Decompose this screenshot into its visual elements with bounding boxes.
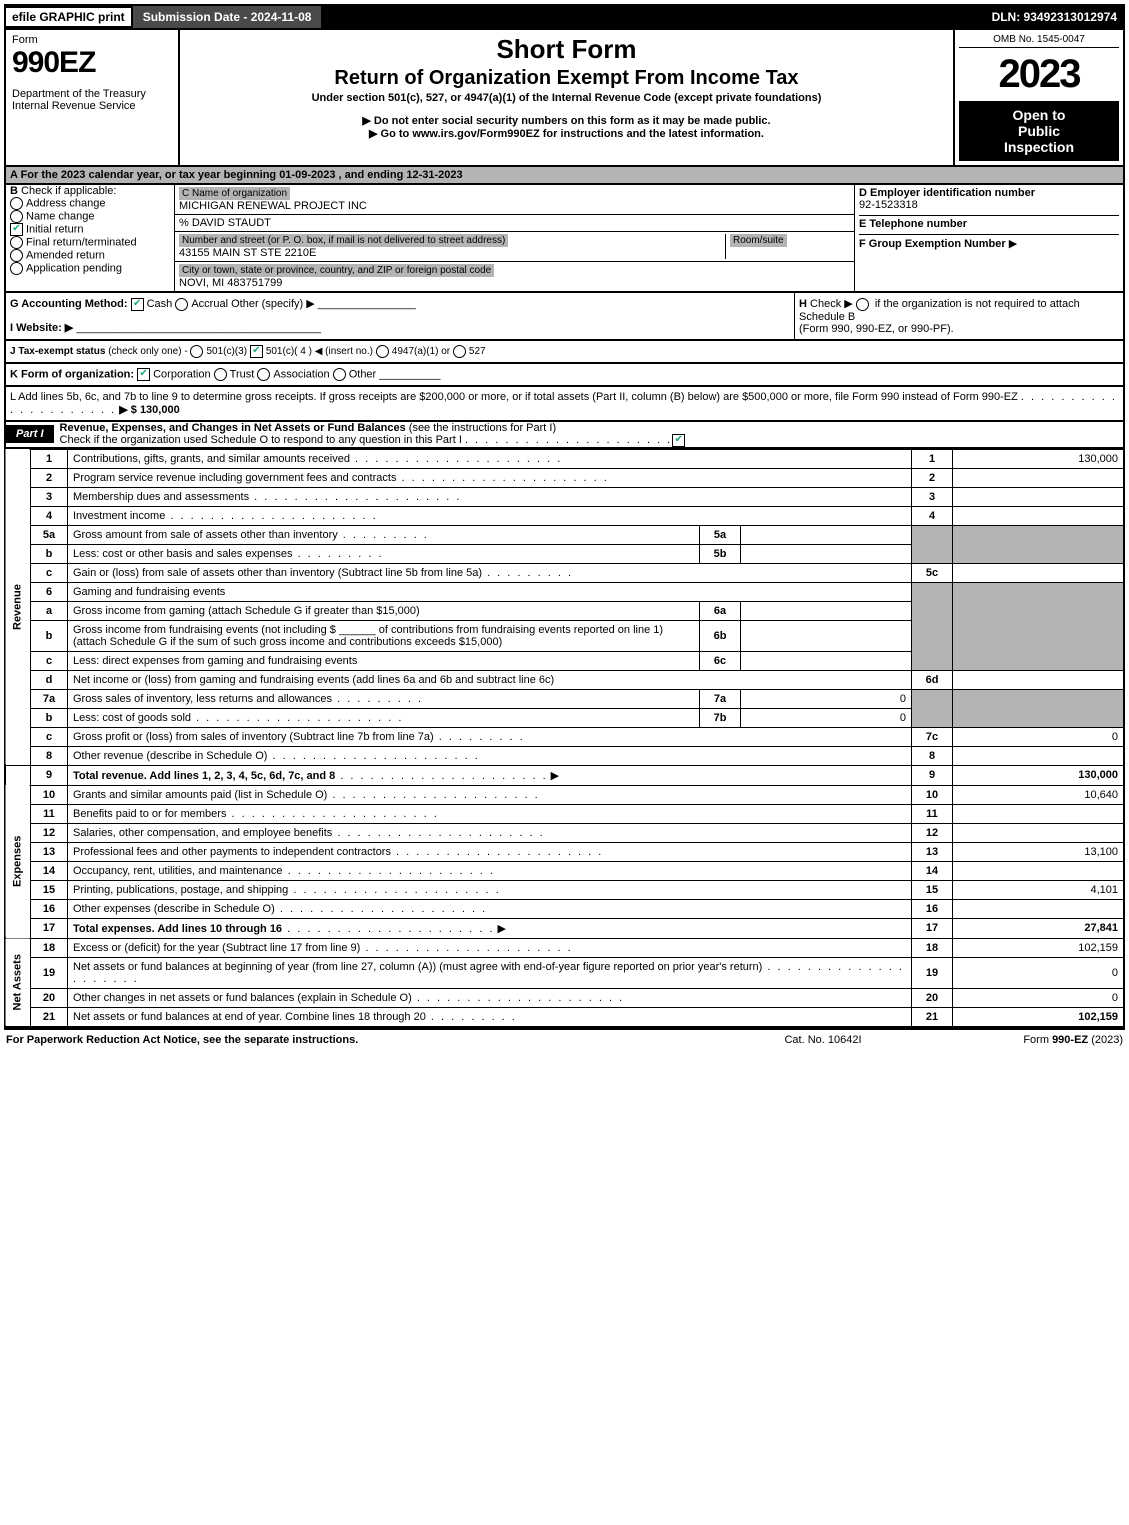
- label-city: City or town, state or province, country…: [179, 264, 494, 277]
- part-i-header: Part I Revenue, Expenses, and Changes in…: [4, 422, 1125, 449]
- revenue-side-label: Revenue: [5, 449, 31, 765]
- checkbox-trust[interactable]: [214, 368, 227, 381]
- row-l-gross-receipts: L Add lines 5b, 6c, and 7b to line 9 to …: [4, 387, 1125, 422]
- subtitle-ssn-warning: ▶ Do not enter social security numbers o…: [184, 114, 949, 127]
- doing-business-as: % DAVID STAUDT: [179, 217, 271, 229]
- block-bcdef: B Check if applicable: Address change Na…: [4, 185, 1125, 293]
- ein-value: 92-1523318: [859, 199, 1119, 211]
- netassets-side-label: Net Assets: [5, 938, 31, 1027]
- org-name: MICHIGAN RENEWAL PROJECT INC: [179, 200, 367, 212]
- form-number: 990EZ: [12, 46, 172, 80]
- checkbox-name-change[interactable]: Name change: [10, 210, 170, 223]
- label-d-ein: D Employer identification number: [859, 187, 1035, 199]
- checkbox-initial-return[interactable]: Initial return: [10, 223, 170, 236]
- checkbox-app-pending[interactable]: Application pending: [10, 262, 170, 275]
- line-1-value: 130,000: [953, 449, 1125, 468]
- omb-number: OMB No. 1545-0047: [959, 34, 1119, 48]
- org-address: 43155 MAIN ST STE 2210E: [179, 247, 316, 259]
- row-a-tax-year: A For the 2023 calendar year, or tax yea…: [4, 167, 1125, 185]
- row-k-form-org: K Form of organization: Corporation Trus…: [4, 364, 1125, 387]
- header-left: Form 990EZ Department of the Treasury In…: [6, 30, 180, 165]
- tax-year: 2023: [959, 52, 1119, 97]
- radio-527[interactable]: [453, 345, 466, 358]
- form-ref: Form 990-EZ (2023): [923, 1034, 1123, 1046]
- title-short-form: Short Form: [184, 34, 949, 65]
- col-c-org-info: C Name of organization MICHIGAN RENEWAL …: [175, 185, 855, 291]
- title-return: Return of Organization Exempt From Incom…: [184, 67, 949, 90]
- efile-print-label[interactable]: efile GRAPHIC print: [6, 8, 133, 26]
- label-room: Room/suite: [730, 234, 787, 247]
- checkbox-amended[interactable]: Amended return: [10, 249, 170, 262]
- label-i-website: I Website: ▶: [10, 322, 73, 334]
- checkbox-address-change[interactable]: Address change: [10, 197, 170, 210]
- checkbox-h[interactable]: [856, 298, 869, 311]
- checkbox-schedule-o[interactable]: [672, 434, 685, 447]
- top-bar: efile GRAPHIC print Submission Date - 20…: [4, 4, 1125, 30]
- label-g-accounting: G Accounting Method:: [10, 298, 128, 310]
- form-word: Form: [12, 34, 172, 46]
- line-9-total-revenue: 130,000: [953, 765, 1125, 785]
- page-footer: For Paperwork Reduction Act Notice, see …: [4, 1028, 1125, 1050]
- checkbox-other[interactable]: [333, 368, 346, 381]
- col-def: D Employer identification number 92-1523…: [855, 185, 1123, 291]
- subtitle-section: Under section 501(c), 527, or 4947(a)(1)…: [184, 92, 949, 104]
- header-right: OMB No. 1545-0047 2023 Open to Public In…: [953, 30, 1123, 165]
- radio-501c[interactable]: [250, 345, 263, 358]
- open-to-public-badge: Open to Public Inspection: [959, 101, 1119, 161]
- irs-label: Internal Revenue Service: [12, 100, 172, 112]
- paperwork-notice: For Paperwork Reduction Act Notice, see …: [6, 1034, 723, 1046]
- checkbox-final-return[interactable]: Final return/terminated: [10, 236, 170, 249]
- checkbox-cash[interactable]: [131, 298, 144, 311]
- row-j-tax-exempt: J Tax-exempt status (check only one) - 5…: [4, 341, 1125, 364]
- line-21-net-assets: 102,159: [953, 1007, 1125, 1027]
- expenses-side-label: Expenses: [5, 785, 31, 938]
- subtitle-goto-link[interactable]: ▶ Go to www.irs.gov/Form990EZ for instru…: [184, 127, 949, 140]
- checkbox-corp[interactable]: [137, 368, 150, 381]
- header-mid: Short Form Return of Organization Exempt…: [180, 30, 953, 165]
- dln-label: DLN: 93492313012974: [986, 8, 1123, 26]
- submission-date-button[interactable]: Submission Date - 2024-11-08: [133, 6, 324, 28]
- label-f-group: F Group Exemption Number: [859, 238, 1006, 250]
- checkbox-assoc[interactable]: [257, 368, 270, 381]
- checkbox-accrual[interactable]: [175, 298, 188, 311]
- label-address: Number and street (or P. O. box, if mail…: [179, 234, 508, 247]
- radio-501c3[interactable]: [190, 345, 203, 358]
- label-c-name: C Name of organization: [179, 187, 290, 200]
- label-e-phone: E Telephone number: [859, 218, 967, 230]
- cat-number: Cat. No. 10642I: [723, 1034, 923, 1046]
- part-i-table: Revenue 1 Contributions, gifts, grants, …: [4, 449, 1125, 1028]
- org-city: NOVI, MI 483751799: [179, 277, 282, 289]
- radio-4947[interactable]: [376, 345, 389, 358]
- form-header: Form 990EZ Department of the Treasury In…: [4, 30, 1125, 167]
- line-17-total-expenses: 27,841: [953, 918, 1125, 938]
- row-g-h: G Accounting Method: Cash Accrual Other …: [4, 293, 1125, 341]
- dept-label: Department of the Treasury: [12, 88, 172, 100]
- col-b-checkboxes: B Check if applicable: Address change Na…: [6, 185, 175, 291]
- part-i-tag: Part I: [6, 425, 54, 443]
